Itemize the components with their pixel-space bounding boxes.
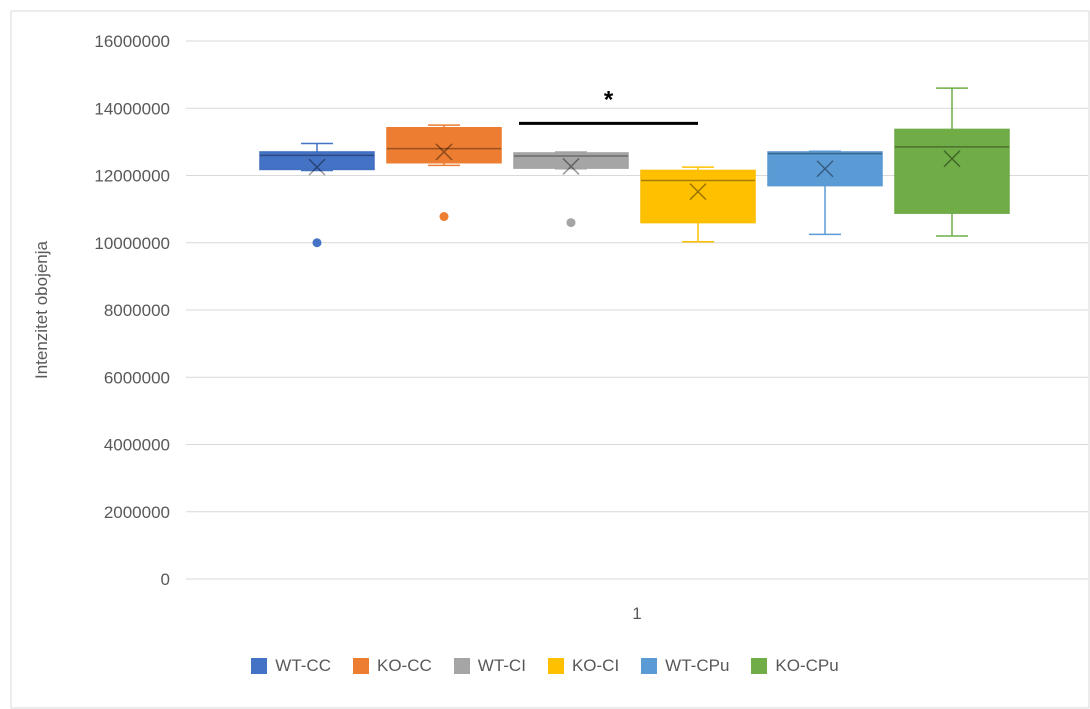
outlier-point: [566, 218, 576, 228]
y-tick-layer: 0 2000000 4000000 6000000 8000000 10000000 120…: [94, 32, 170, 589]
legend-item-ko-ci: KO-CI: [547, 656, 620, 676]
legend-label: KO-CPu: [775, 656, 839, 675]
legend: WT-CC KO-CC WT-CI KO-CI WT-CPu KO-CPu: [0, 656, 1090, 676]
y-tick-label: 2000000: [104, 503, 170, 522]
outlier-point: [439, 212, 449, 222]
box-layer: [259, 87, 1010, 248]
legend-swatch: [251, 658, 268, 674]
mean-marker: [562, 157, 580, 175]
iqr-box-outline: [894, 128, 1010, 214]
y-tick-label: 14000000: [94, 99, 170, 118]
legend-swatch: [547, 658, 564, 674]
y-tick-label: 8000000: [104, 301, 170, 320]
legend-label: KO-CI: [571, 656, 620, 675]
chart-frame: [10, 10, 1090, 709]
legend-label: WT-CC: [275, 656, 331, 675]
grid-layer: [186, 40, 1088, 580]
x-tick-label: 1: [632, 604, 641, 623]
legend-item-ko-cpu: KO-CPu: [751, 656, 839, 676]
legend-swatch: [453, 658, 470, 674]
mean-marker: [435, 143, 453, 161]
y-tick-label: 4000000: [104, 436, 170, 455]
legend-label: WT-CPu: [665, 656, 730, 675]
legend-item-wt-cpu: WT-CPu: [641, 656, 729, 676]
iqr-box-outline: [513, 152, 629, 169]
legend-swatch: [751, 658, 768, 674]
box-wt-ci: [513, 151, 629, 228]
y-tick-label: 12000000: [94, 167, 170, 186]
legend-item-wt-cc: WT-CC: [251, 656, 331, 676]
iqr-box-outline: [386, 127, 502, 164]
mean-marker: [689, 183, 707, 201]
y-tick-label: 6000000: [104, 368, 170, 387]
iqr-box: [640, 169, 756, 224]
legend-swatch: [641, 658, 658, 674]
legend-item-ko-cc: KO-CC: [353, 656, 432, 676]
box-wt-cc: [259, 142, 375, 248]
mean-marker: [816, 160, 834, 178]
y-tick-label: 16000000: [94, 32, 170, 51]
box-ko-cc: [386, 124, 502, 222]
box-ko-ci: [640, 166, 756, 243]
legend-swatch: [353, 658, 369, 674]
legend-label: WT-CI: [477, 656, 526, 675]
iqr-box-outline: [259, 151, 375, 171]
annotation-layer: *: [519, 86, 698, 125]
outlier-point: [312, 238, 322, 248]
y-tick-label: 10000000: [94, 234, 170, 253]
iqr-box-outline: [767, 151, 883, 187]
iqr-box: [386, 127, 502, 164]
box-ko-cpu: [894, 87, 1010, 237]
legend-item-wt-ci: WT-CI: [453, 656, 526, 676]
mean-marker: [943, 150, 961, 168]
y-axis-label: Intenzitet obojenja: [32, 240, 51, 379]
legend-label: KO-CC: [377, 656, 432, 675]
significance-marker: *: [604, 86, 614, 113]
iqr-box-outline: [640, 169, 756, 224]
y-tick-label: 0: [161, 570, 170, 589]
mean-marker: [308, 158, 326, 176]
box-wt-cpu: [767, 150, 883, 236]
iqr-box: [894, 128, 1010, 214]
